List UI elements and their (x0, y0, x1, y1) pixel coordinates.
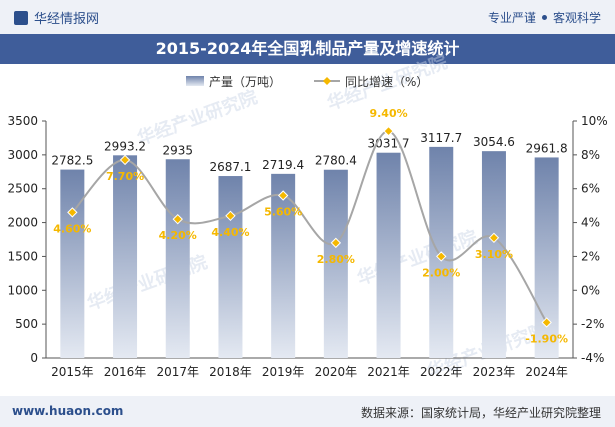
growth-rate-label: 4.40% (211, 226, 249, 239)
bar (271, 173, 296, 358)
bar-value-label: 2782.5 (51, 154, 93, 168)
right-axis-tick-label: 2% (581, 249, 600, 263)
bar-value-label: 2687.1 (209, 160, 251, 174)
growth-rate-marker (436, 251, 447, 262)
right-axis-tick-label: -4% (581, 351, 604, 365)
tagline: 专业严谨 客观科学 (488, 9, 601, 26)
bar (534, 157, 559, 358)
website-url: www.huaon.com (12, 404, 124, 418)
growth-rate-label: 9.40% (369, 107, 407, 120)
bar (323, 169, 348, 358)
x-axis-tick-label: 2023年 (473, 365, 516, 379)
legend-bar-swatch (186, 76, 204, 86)
bar-value-label: 3054.6 (473, 135, 515, 149)
bullet-icon (541, 15, 547, 20)
x-axis-tick-label: 2020年 (315, 365, 358, 379)
growth-rate-label: 5.60% (264, 205, 302, 218)
bar-value-label: 2935 (162, 143, 193, 157)
growth-rate-label: 4.60% (53, 222, 91, 235)
title-bar: 2015-2024年全国乳制品产量及增速统计 (0, 34, 615, 64)
right-axis-tick-label: -2% (581, 317, 604, 331)
growth-rate-marker (541, 317, 552, 328)
bar (218, 176, 243, 358)
bar-value-label: 2993.2 (104, 139, 146, 153)
left-axis-tick-label: 3500 (7, 114, 38, 128)
left-axis-tick-label: 0 (30, 351, 38, 365)
bar (113, 155, 138, 358)
left-axis-tick-label: 500 (15, 317, 38, 331)
brand-logo-icon (14, 11, 28, 25)
growth-rate-marker (488, 232, 500, 244)
tagline-right: 客观科学 (552, 11, 601, 25)
top-banner: 华经情报网 专业严谨 客观科学 (0, 0, 615, 34)
growth-rate-label: 3.10% (475, 248, 513, 261)
watermark-text: 华经产业研究院 (354, 226, 480, 290)
left-axis-tick-label: 1000 (7, 283, 38, 297)
bar-value-label: 3117.7 (420, 131, 462, 145)
brand: 华经情报网 (14, 8, 99, 27)
growth-rate-label: 2.00% (422, 266, 460, 279)
left-axis-tick-label: 3000 (7, 148, 38, 162)
brand-name: 华经情报网 (34, 12, 100, 27)
bar (376, 152, 401, 358)
watermark-text: 华经产业研究院 (134, 86, 260, 150)
x-axis-tick-label: 2018年 (209, 365, 252, 379)
x-axis-tick-label: 2019年 (262, 365, 305, 379)
growth-rate-marker (119, 154, 131, 166)
footer-bar: www.huaon.com 数据来源：国家统计局，华经产业研究院整理 (0, 396, 615, 427)
bar (60, 169, 85, 358)
x-axis-tick-label: 2017年 (156, 365, 199, 379)
tagline-left: 专业严谨 (487, 11, 536, 25)
x-axis-tick-label: 2021年 (367, 365, 410, 379)
watermark-text: 华经产业研究院 (84, 251, 210, 315)
left-axis-tick-label: 1500 (7, 249, 38, 263)
right-axis-tick-label: 0% (581, 283, 600, 297)
growth-rate-label: 7.70% (106, 170, 144, 183)
left-axis-tick-label: 2000 (7, 216, 38, 230)
bar (165, 159, 190, 358)
x-axis-tick-label: 2016年 (104, 365, 147, 379)
right-axis-tick-label: 4% (581, 216, 600, 230)
growth-rate-label: -1.90% (525, 332, 568, 345)
bar (481, 151, 506, 358)
growth-rate-marker (383, 125, 394, 137)
growth-rate-marker (67, 207, 78, 218)
legend-bar-label: 产量（万吨） (209, 75, 281, 89)
x-axis-tick-label: 2015年 (51, 365, 94, 379)
x-axis-tick-label: 2024年 (525, 365, 568, 379)
x-axis-tick-label: 2022年 (420, 365, 463, 379)
growth-rate-label: 2.80% (317, 253, 355, 266)
data-source: 数据来源：国家统计局，华经产业研究院整理 (360, 406, 601, 420)
left-axis-tick-label: 2500 (7, 182, 38, 196)
growth-rate-label: 4.20% (159, 229, 197, 242)
bar-value-label: 2719.4 (262, 158, 304, 172)
bar-value-label: 2961.8 (526, 141, 568, 155)
growth-rate-marker (277, 190, 289, 201)
bar-value-label: 2780.4 (315, 154, 357, 168)
growth-rate-marker (225, 210, 236, 222)
right-axis-tick-label: 8% (581, 148, 600, 162)
chart-title: 2015-2024年全国乳制品产量及增速统计 (155, 39, 460, 58)
growth-rate-marker (172, 213, 183, 225)
legend-line-marker (323, 77, 331, 85)
legend-line-label: 同比增速（%） (345, 75, 428, 89)
growth-rate-marker (330, 237, 342, 249)
right-axis-tick-label: 6% (581, 182, 600, 196)
right-axis-tick-label: 10% (581, 114, 608, 128)
